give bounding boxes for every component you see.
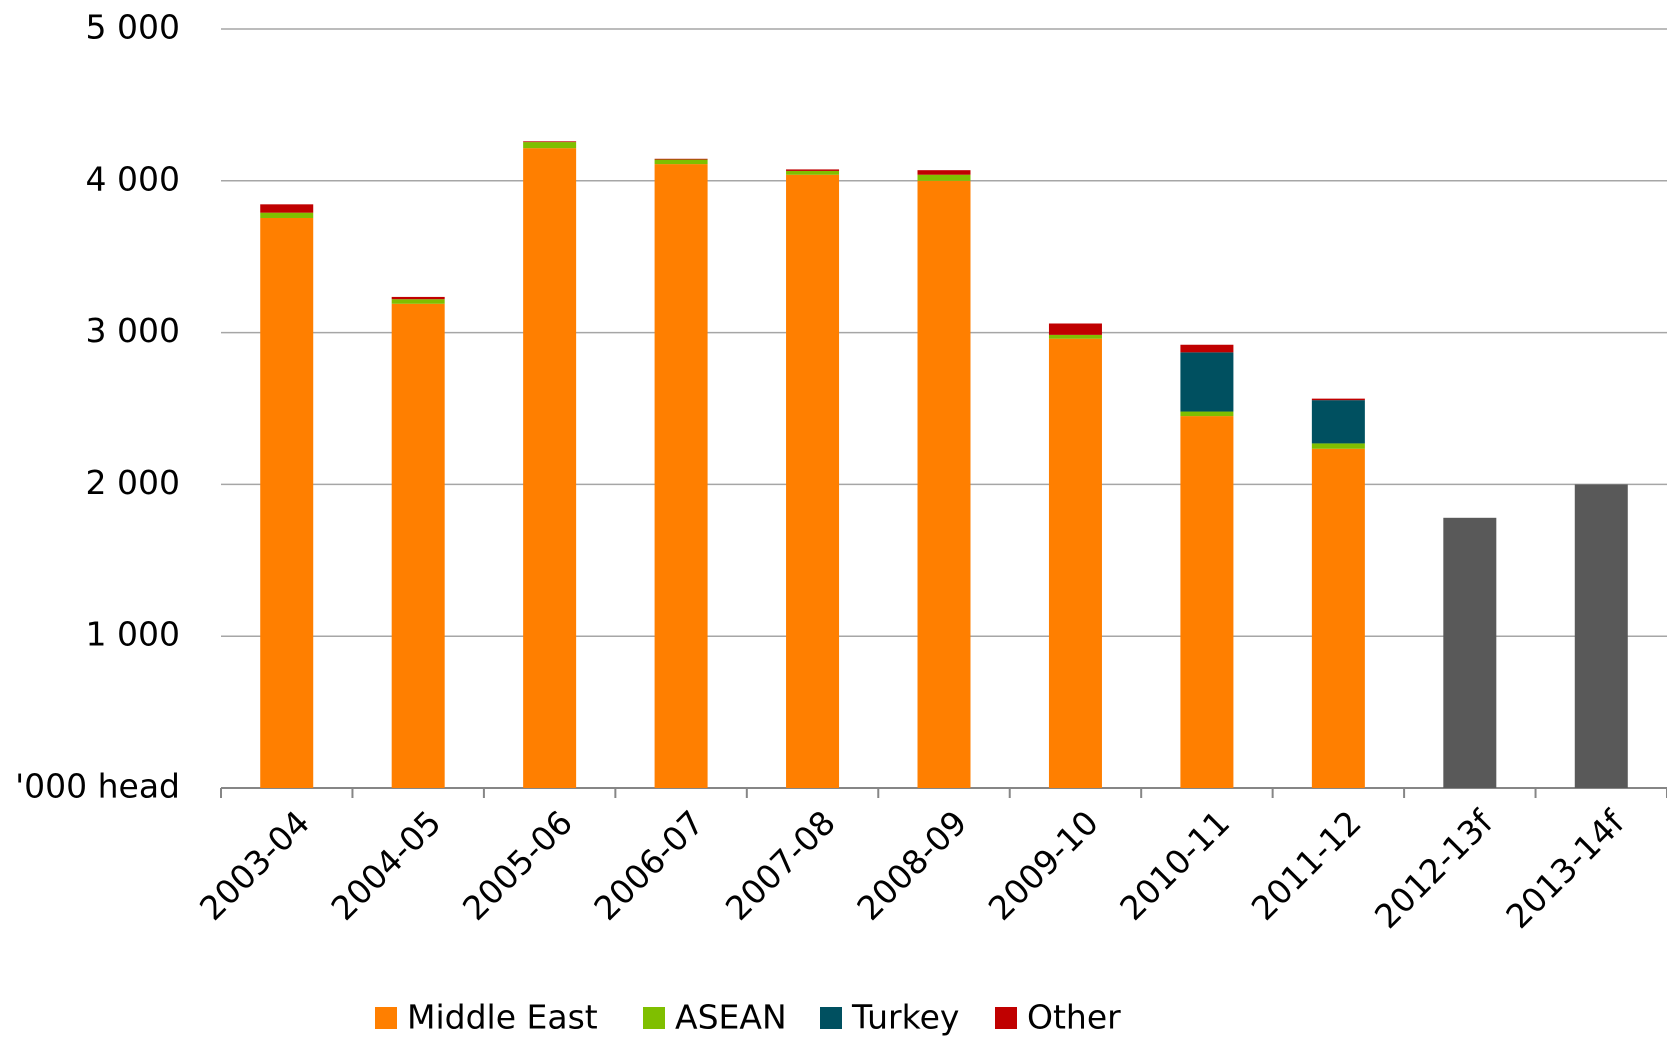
bar-segment [1311, 448, 1365, 788]
bar-segment [917, 170, 971, 175]
bar-segment [523, 141, 577, 143]
legend-swatch [820, 1007, 842, 1029]
x-tick-label: 2011-12 [1244, 803, 1369, 928]
bar-segment [260, 204, 314, 213]
bar-segment [1180, 344, 1234, 353]
bar-segment [260, 212, 314, 218]
legend-label: Middle East [407, 998, 598, 1037]
bar-segment [391, 303, 445, 788]
y-tick-label: 1 000 [86, 615, 180, 654]
x-tick-label: 2004-05 [323, 803, 448, 928]
bar-segment [391, 299, 445, 304]
bar-segment [1180, 416, 1234, 788]
x-tick-label: 2008-09 [849, 803, 974, 928]
x-tick-label: 2013-14f [1498, 802, 1632, 936]
y-axis-label: '000 head [15, 767, 180, 806]
x-tick-label: 2007-08 [718, 803, 843, 928]
bar-segment [1048, 323, 1102, 335]
y-tick-label: 4 000 [86, 159, 180, 198]
legend-swatch [643, 1007, 665, 1029]
bar-segment [654, 164, 708, 789]
forecast-bar [1443, 517, 1497, 788]
bar-segment [917, 174, 971, 181]
x-tick-label: 2010-11 [1112, 803, 1237, 928]
bar-segment [1311, 443, 1365, 449]
bar-segment [786, 174, 840, 788]
legend-swatch [375, 1007, 397, 1029]
x-tick-label: 2006-07 [586, 803, 711, 928]
y-tick-label: 2 000 [86, 463, 180, 502]
bar-segment [654, 158, 708, 160]
bar-segment [786, 170, 840, 175]
bar-segment [917, 180, 971, 789]
x-tick-label: 2009-10 [981, 803, 1106, 928]
bar-segment [654, 159, 708, 165]
legend-label: Turkey [851, 998, 959, 1037]
bar-segment [1311, 400, 1365, 444]
bar-segment [391, 296, 445, 300]
x-tick-label: 2005-06 [455, 803, 580, 928]
bar-segment [523, 148, 577, 789]
x-tick-label: 2003-04 [192, 803, 317, 928]
bar-segment [1180, 352, 1234, 412]
y-tick-label: 3 000 [86, 311, 180, 350]
bar-segment [523, 142, 577, 149]
bar-segment [1180, 411, 1234, 417]
legend-label: Other [1027, 998, 1121, 1037]
bar-segment [260, 217, 314, 789]
legend-label: ASEAN [675, 998, 787, 1037]
bar-segment [1311, 398, 1365, 401]
legend-swatch [995, 1007, 1017, 1029]
y-tick-label: 5 000 [86, 8, 180, 47]
forecast-bar [1574, 484, 1628, 788]
bar-segment [1048, 334, 1102, 339]
bar-segment [1048, 338, 1102, 788]
x-tick-label: 2012-13f [1367, 802, 1501, 936]
bar-segment [786, 169, 840, 171]
